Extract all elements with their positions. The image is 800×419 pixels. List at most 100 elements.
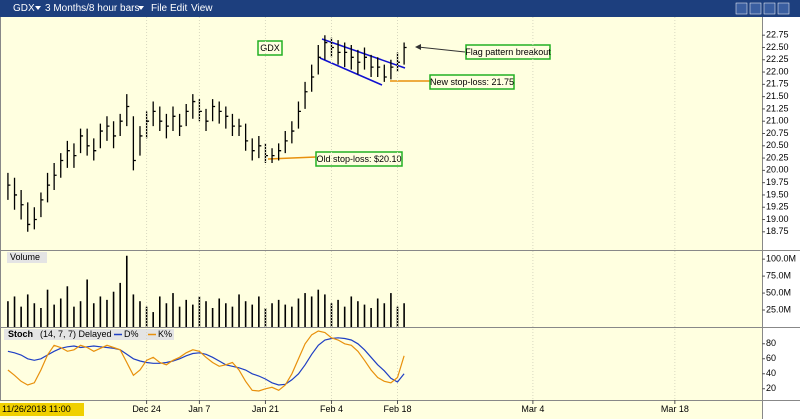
panel-header [4,329,174,340]
stoch-line [7,330,405,392]
x-tick-label: Mar 4 [521,404,544,414]
volume-bar [390,293,392,327]
y-tick-label: 25.0M [766,304,791,314]
ohlc-bar [60,153,64,178]
y-tick-label: 20.00 [766,165,789,175]
ohlc-bar [211,99,216,122]
ohlc-bar [403,42,407,65]
volume-bar [99,296,102,327]
ohlc-bar [344,42,348,68]
y-tick-label: 20.75 [766,128,789,138]
volume-bar [192,304,194,327]
menu[interactable]: Edit [170,3,187,14]
ohlc-bar [99,123,103,149]
ohlc-bar [93,138,97,161]
volume-bar [258,296,260,327]
volume-bar [46,289,49,327]
volume-bar [231,306,234,327]
ohlc-bar [178,113,183,136]
y-tick-label: 20 [766,383,776,393]
ohlc-bar [106,116,110,141]
period[interactable]: 3 Months/8 hour bars [45,3,140,14]
ohlc-bar [139,126,143,156]
ohlc-bar [152,101,156,127]
window-button[interactable] [735,2,748,15]
ohlc-bar [66,140,70,168]
y-tick-label: 22.25 [766,54,789,64]
volume-bar [152,312,154,327]
ohlc-bar [231,113,235,136]
ohlc-bar [311,64,315,92]
symbol[interactable]: GDX [13,3,35,14]
ohlc-bar [383,64,387,82]
volume-bar [66,286,69,327]
dropdown-arrow[interactable] [138,6,144,10]
ohlc-bar [73,143,77,168]
x-tick-label: Feb 18 [383,404,411,414]
ohlc-bar [291,121,295,144]
ohlc-bar [13,177,18,210]
volume-bar [363,304,366,327]
volume-bar [132,294,135,327]
window-button[interactable] [763,2,776,15]
volume-bar [86,279,88,327]
x-tick-label: Feb 4 [320,404,343,414]
ohlc-bar [390,59,394,80]
volume-bar [350,296,353,327]
y-tick-label: 22.00 [766,66,789,76]
ohlc-bar [271,148,275,163]
volume-bar [304,293,306,327]
annotation: Flag pattern breakout [465,47,551,57]
ohlc-bar [86,128,90,156]
volume-bar [284,304,287,327]
annotation-box [465,44,551,60]
ohlc-bar [258,135,262,159]
ohlc-bar [225,106,229,129]
volume-bar [238,294,240,327]
ohlc-bar [370,54,374,77]
ohlc-bar [40,192,44,218]
volume-bar [218,298,221,327]
annotation-box [315,151,403,167]
volume-bar [251,304,254,327]
volume-bar [211,308,214,327]
y-tick-label: 21.25 [766,103,789,113]
y-tick-label: 50.0M [766,287,791,297]
volume-bar [33,303,36,327]
window-button[interactable] [777,2,790,15]
volume-bar [178,306,181,327]
volume-bar [205,301,207,327]
ohlc-bar [33,207,37,230]
annotation-box [429,74,515,90]
dropdown-arrow[interactable] [35,6,41,10]
annotation: Old stop-loss: $20.10 [316,154,401,164]
y-tick-label: 19.75 [766,177,789,187]
toolbar [0,0,800,17]
ohlc-bar [53,162,57,191]
axis-background [762,17,800,419]
y-tick-label: 75.0M [766,270,791,280]
menu[interactable]: View [191,3,213,14]
volume-bar [20,306,22,327]
ohlc-bar [46,172,51,203]
volume-bar [277,299,280,327]
volume-bar [125,255,128,327]
y-tick-label: 21.50 [766,91,789,101]
ohlc-bar [20,190,24,220]
x-tick-label: Mar 18 [661,404,689,414]
ohlc-bar [324,35,328,60]
ohlc-bar [145,111,150,139]
volume-bar [79,301,82,327]
ohlc-bar [251,138,255,161]
cursor-label: 11/26/2018 11:00 [2,404,71,414]
window-button[interactable] [749,2,762,15]
ohlc-bar [27,202,31,232]
x-tick-label: Jan 21 [252,404,279,414]
y-tick-label: 19.50 [766,189,789,199]
menu[interactable]: File [151,3,168,14]
y-tick-label: 100.0M [766,254,796,264]
ohlc-bar [337,40,341,65]
y-tick-label: 60 [766,353,776,363]
flag-line [319,57,383,86]
